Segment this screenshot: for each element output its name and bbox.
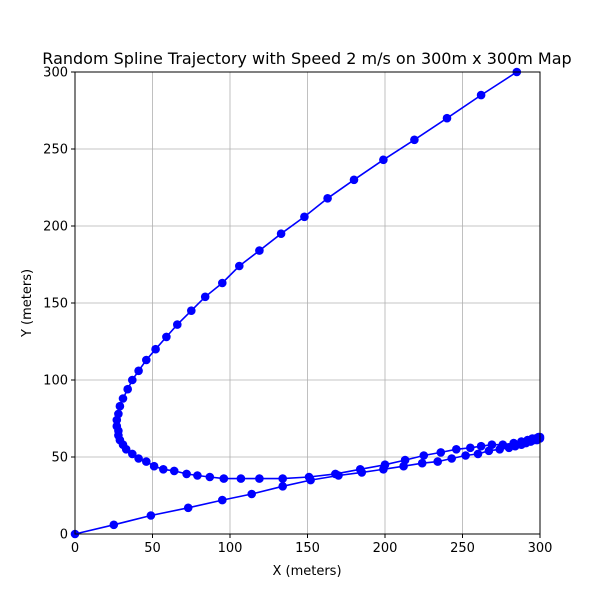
trajectory-point xyxy=(235,261,244,271)
trajectory-point xyxy=(379,155,388,165)
trajectory-point xyxy=(142,457,151,466)
trajectory-point xyxy=(473,449,483,459)
trajectory-point xyxy=(433,457,443,466)
x-axis-ticks: 0 50 100 150 200 250 300 xyxy=(71,534,553,556)
trajectory-point xyxy=(236,474,246,483)
y-tick-label: 150 xyxy=(43,297,68,312)
trajectory-point xyxy=(417,458,427,468)
y-tick-label: 100 xyxy=(43,374,68,389)
trajectory-point xyxy=(476,90,486,100)
trajectory-point xyxy=(159,465,168,474)
trajectory-point xyxy=(183,503,193,513)
trajectory-point xyxy=(466,443,475,453)
trajectory-point xyxy=(300,212,309,222)
x-tick-label: 250 xyxy=(450,541,475,556)
y-axis-label: Y (meters) xyxy=(20,269,35,338)
trajectory-point xyxy=(487,440,497,450)
x-tick-label: 0 xyxy=(71,541,79,556)
trajectory-point xyxy=(149,461,159,471)
x-tick-label: 100 xyxy=(218,541,243,556)
trajectory-point xyxy=(114,409,123,419)
trajectory-point xyxy=(323,194,332,203)
trajectory-point xyxy=(123,384,132,394)
y-tick-label: 300 xyxy=(43,66,68,81)
trajectory-point xyxy=(205,472,215,482)
trajectory-point xyxy=(380,460,390,470)
trajectory-point xyxy=(187,306,196,316)
trajectory-point xyxy=(118,394,128,403)
trajectory-point xyxy=(436,448,446,457)
trajectory-point xyxy=(134,454,143,463)
trajectory-point xyxy=(442,113,452,123)
trajectory-point xyxy=(218,495,227,505)
trajectory-point xyxy=(134,366,143,376)
trajectory-point xyxy=(447,454,457,463)
y-tick-label: 50 xyxy=(51,451,68,466)
x-axis-label: X (meters) xyxy=(272,564,341,579)
plot-frame xyxy=(74,71,541,535)
x-tick-label: 300 xyxy=(528,541,553,556)
trajectory-point xyxy=(115,401,125,411)
trajectory-point xyxy=(349,175,359,185)
y-tick-label: 250 xyxy=(43,143,68,158)
trajectory-point xyxy=(255,474,264,483)
trajectory-point xyxy=(517,437,526,446)
trajectory-point xyxy=(278,482,288,491)
trajectory-point xyxy=(146,511,156,520)
trajectory-point xyxy=(509,438,518,448)
trajectory-point xyxy=(200,292,210,302)
series-trajectory xyxy=(70,67,545,539)
trajectory-point xyxy=(304,472,314,482)
trajectory-point xyxy=(218,278,227,288)
y-tick-label: 200 xyxy=(43,220,68,235)
trajectory-point xyxy=(331,469,340,479)
trajectory-point xyxy=(452,445,461,454)
trajectory-point xyxy=(162,332,171,342)
y-axis-ticks: 0 50 100 150 200 250 300 xyxy=(43,66,75,543)
trajectory-point xyxy=(355,465,365,474)
trajectory-point xyxy=(128,449,137,459)
trajectory-point xyxy=(173,320,182,329)
trajectory-point xyxy=(247,489,256,499)
trajectory-point xyxy=(276,229,286,238)
x-tick-label: 150 xyxy=(295,541,320,556)
trajectory-point xyxy=(278,474,288,483)
trajectory-point xyxy=(400,455,410,465)
trajectory-point xyxy=(142,355,151,365)
trajectory-point xyxy=(128,375,137,385)
trajectory-point xyxy=(219,474,229,483)
trajectory-point xyxy=(112,421,122,431)
trajectory-point xyxy=(410,135,419,145)
y-tick-label: 0 xyxy=(60,528,68,543)
chart-title: Random Spline Trajectory with Speed 2 m/… xyxy=(42,49,571,68)
trajectory-point xyxy=(461,451,470,460)
trajectory-point xyxy=(419,451,429,460)
trajectory-point xyxy=(182,469,191,479)
x-tick-label: 200 xyxy=(373,541,398,556)
trajectory-point xyxy=(476,441,486,451)
trajectory-point xyxy=(151,344,160,354)
trajectory-point xyxy=(255,246,264,255)
trajectory-point xyxy=(109,520,119,530)
trajectory-point xyxy=(193,471,202,480)
trajectory-point xyxy=(498,440,508,450)
x-tick-label: 50 xyxy=(144,541,161,556)
trajectory-point xyxy=(169,466,179,476)
